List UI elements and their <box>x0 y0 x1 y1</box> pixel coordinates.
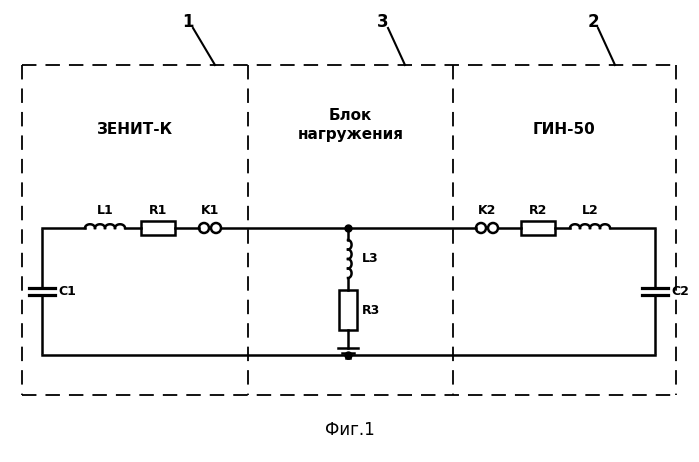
Text: L1: L1 <box>96 205 113 218</box>
Text: 2: 2 <box>587 13 599 31</box>
Text: R3: R3 <box>362 304 380 316</box>
Text: Блок
нагружения: Блок нагружения <box>298 108 403 142</box>
Text: C2: C2 <box>671 285 689 298</box>
Text: L3: L3 <box>362 253 379 266</box>
Text: R2: R2 <box>529 205 547 218</box>
Text: L2: L2 <box>582 205 598 218</box>
Text: ГИН-50: ГИН-50 <box>533 122 596 138</box>
Bar <box>339 290 357 330</box>
Text: C1: C1 <box>58 285 76 298</box>
Text: 3: 3 <box>377 13 389 31</box>
Text: K2: K2 <box>478 205 496 218</box>
Text: K1: K1 <box>201 205 219 218</box>
Text: ЗЕНИТ-К: ЗЕНИТ-К <box>97 122 173 138</box>
Text: R1: R1 <box>149 205 167 218</box>
Text: Фиг.1: Фиг.1 <box>325 421 375 439</box>
Bar <box>521 221 555 235</box>
Text: 1: 1 <box>182 13 194 31</box>
Bar <box>141 221 175 235</box>
